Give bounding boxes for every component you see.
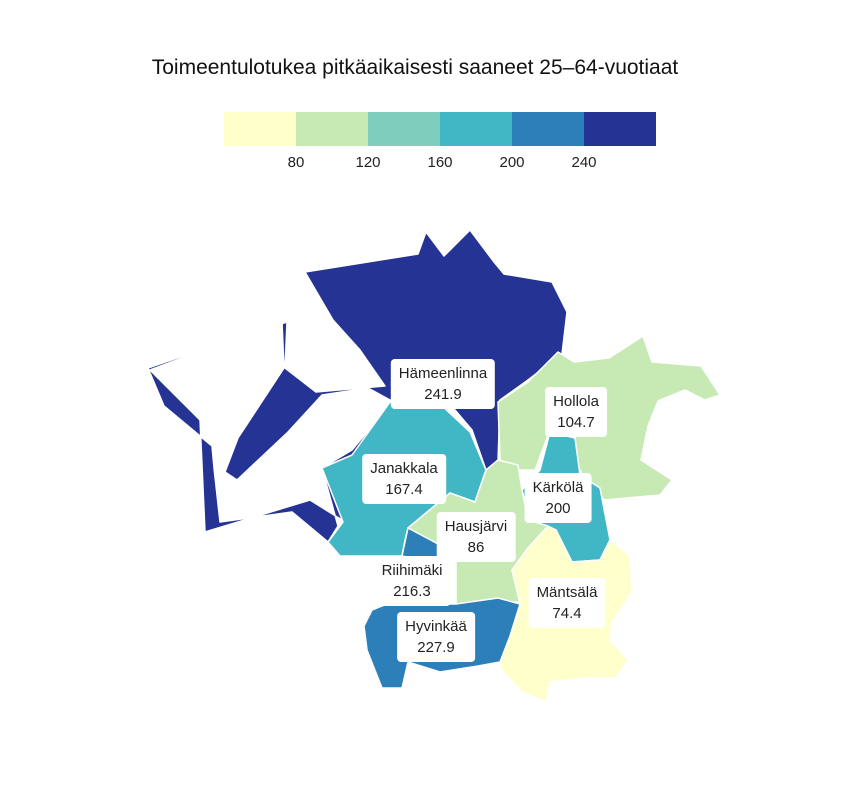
legend-tick-240: 240 bbox=[571, 154, 597, 171]
legend-swatch-6 bbox=[584, 112, 656, 146]
label-karkola: Kärkölä 200 bbox=[524, 473, 592, 523]
legend-ticks: 80 120 160 200 240 bbox=[224, 154, 656, 174]
region-name: Hausjärvi bbox=[444, 518, 508, 535]
region-value: 104.7 bbox=[557, 414, 595, 431]
region-value: 227.9 bbox=[417, 639, 455, 656]
map-title: Toimeentulotukea pitkäaikaisesti saaneet… bbox=[151, 56, 679, 79]
region-name: Hämeenlinna bbox=[398, 365, 488, 382]
region-value: 167.4 bbox=[385, 481, 423, 498]
label-riihimaki: Riihimäki 216.3 bbox=[373, 556, 451, 606]
region-value: 86 bbox=[467, 539, 485, 556]
label-mantsala: Mäntsälä 74.4 bbox=[528, 578, 606, 628]
region-name: Kärkölä bbox=[532, 479, 584, 496]
label-hollola: Hollola 104.7 bbox=[545, 387, 607, 437]
legend-tick-200: 200 bbox=[499, 154, 525, 171]
region-name: Janakkala bbox=[370, 460, 438, 477]
legend-tick-120: 120 bbox=[355, 154, 381, 171]
label-janakkala: Janakkala 167.4 bbox=[362, 454, 446, 504]
region-value: 241.9 bbox=[424, 386, 462, 403]
region-name: Riihimäki bbox=[381, 562, 443, 579]
legend-swatch-2 bbox=[296, 112, 368, 146]
legend-swatch-5 bbox=[512, 112, 584, 146]
label-hameenlinna: Hämeenlinna 241.9 bbox=[390, 359, 496, 409]
legend-swatch-4 bbox=[440, 112, 512, 146]
legend-swatch-3 bbox=[368, 112, 440, 146]
region-name: Hyvinkää bbox=[405, 618, 467, 635]
region-value: 216.3 bbox=[393, 583, 431, 600]
legend-tick-160: 160 bbox=[427, 154, 453, 171]
region-value: 200 bbox=[545, 500, 571, 517]
color-legend bbox=[224, 112, 656, 146]
region-name: Hollola bbox=[553, 393, 599, 410]
legend-swatch-1 bbox=[224, 112, 296, 146]
label-hausjarvi: Hausjärvi 86 bbox=[436, 512, 516, 562]
legend-tick-80: 80 bbox=[287, 154, 305, 171]
region-name: Mäntsälä bbox=[536, 584, 598, 601]
region-value: 74.4 bbox=[552, 605, 582, 622]
label-hyvinkaa: Hyvinkää 227.9 bbox=[397, 612, 475, 662]
